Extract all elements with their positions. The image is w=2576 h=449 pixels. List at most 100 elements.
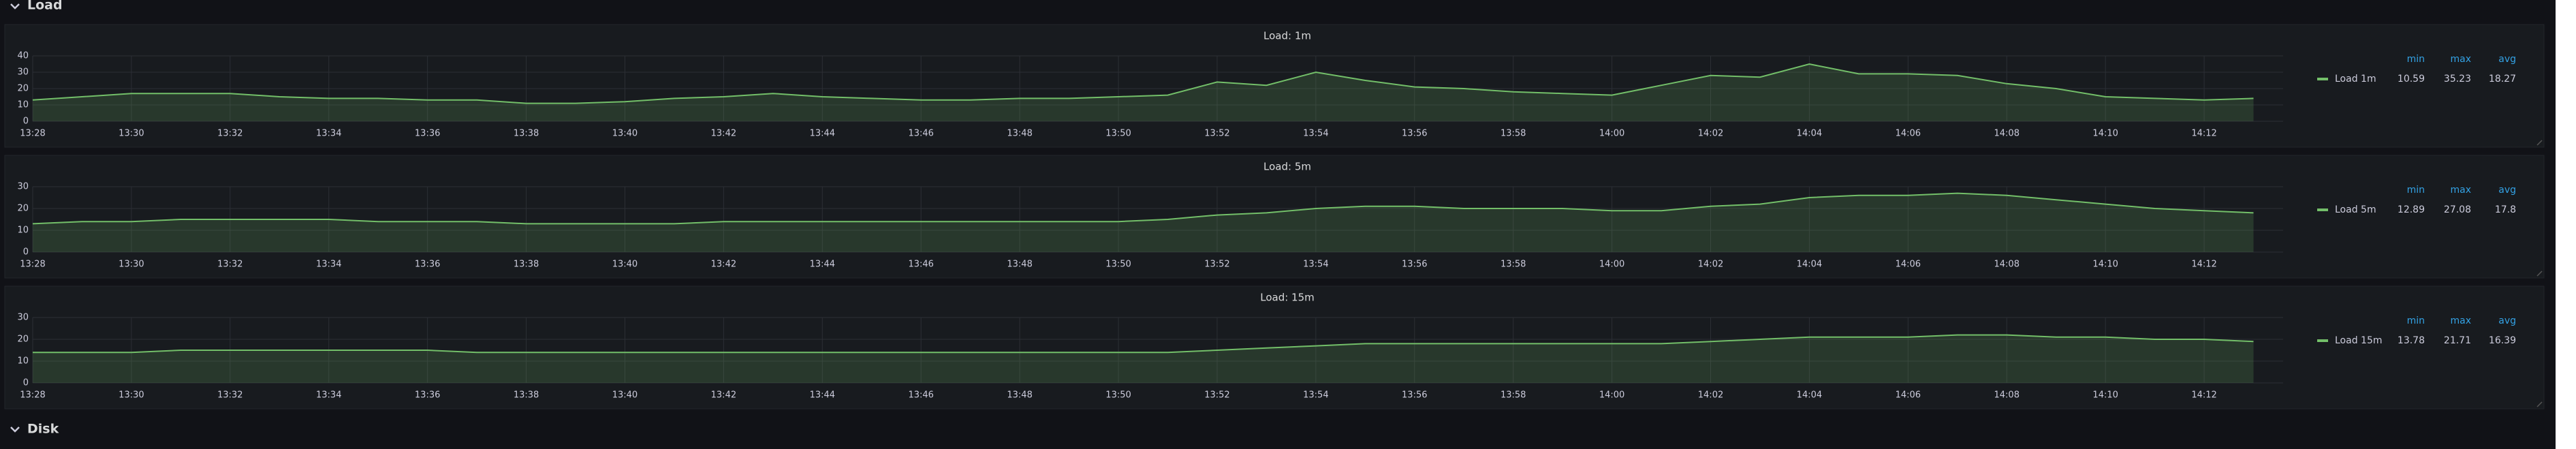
y-tick-label: 10 (17, 356, 29, 367)
row-chevron[interactable] (10, 3, 20, 10)
x-tick-label: 13:46 (908, 260, 933, 270)
panel[interactable] (4, 155, 2545, 279)
legend-column-header[interactable]: avg (2498, 185, 2516, 196)
x-tick-label: 13:30 (119, 390, 144, 401)
y-tick-label: 30 (17, 182, 29, 192)
resize-handle[interactable] (2536, 140, 2543, 146)
x-tick-label: 13:44 (810, 390, 835, 401)
x-tick-label: 13:38 (514, 390, 539, 401)
x-tick-label: 14:00 (1599, 260, 1624, 270)
x-tick-label: 14:08 (1994, 129, 2020, 139)
x-tick-label: 13:38 (514, 260, 539, 270)
x-tick-label: 14:12 (2191, 390, 2216, 401)
x-tick-label: 13:38 (514, 129, 539, 139)
legend-stat: 17.8 (2495, 204, 2516, 215)
x-tick-label: 13:32 (217, 129, 242, 139)
legend-stat: 27.08 (2444, 204, 2471, 215)
legend-label[interactable]: Load 5m (2335, 204, 2376, 215)
x-tick-label: 14:02 (1698, 260, 1723, 270)
legend-label[interactable]: Load 15m (2335, 335, 2383, 346)
x-tick-label: 14:12 (2191, 129, 2216, 139)
x-tick-label: 14:02 (1698, 390, 1723, 401)
y-tick-label: 30 (17, 313, 29, 323)
x-tick-label: 13:40 (612, 129, 638, 139)
x-tick-label: 13:44 (810, 129, 835, 139)
x-tick-label: 13:46 (908, 390, 933, 401)
x-tick-label: 14:06 (1896, 260, 1921, 270)
legend-column-header[interactable]: min (2407, 185, 2425, 196)
legend-column-header[interactable]: max (2450, 315, 2471, 326)
x-tick-label: 13:56 (1402, 390, 1427, 401)
legend-column-header[interactable]: min (2407, 315, 2425, 326)
row-title[interactable]: Load (27, 0, 63, 13)
x-tick-label: 14:10 (2092, 390, 2118, 401)
x-tick-label: 13:52 (1204, 390, 1229, 401)
x-tick-label: 14:08 (1994, 390, 2020, 401)
y-tick-label: 0 (23, 378, 29, 388)
legend-column-header[interactable]: max (2450, 54, 2471, 65)
x-tick-label: 14:00 (1599, 129, 1624, 139)
legend-label[interactable]: Load 1m (2335, 74, 2376, 84)
x-tick-label: 13:54 (1303, 260, 1328, 270)
x-tick-label: 13:28 (20, 129, 45, 139)
x-tick-label: 13:58 (1501, 390, 1526, 401)
x-tick-label: 13:54 (1303, 390, 1328, 401)
x-tick-label: 13:30 (119, 129, 144, 139)
x-tick-label: 13:32 (217, 260, 242, 270)
legend-column-header[interactable]: avg (2498, 315, 2516, 326)
x-tick-label: 13:40 (612, 390, 638, 401)
legend-stat: 12.89 (2398, 204, 2425, 215)
y-tick-label: 20 (17, 335, 29, 345)
x-tick-label: 13:34 (316, 260, 341, 270)
panel[interactable] (4, 24, 2545, 148)
resize-handle[interactable] (2536, 270, 2543, 277)
legend-column-header[interactable]: max (2450, 185, 2471, 196)
x-tick-label: 13:40 (612, 260, 638, 270)
x-tick-label: 14:10 (2092, 260, 2118, 270)
x-tick-label: 13:36 (415, 260, 440, 270)
series-line (32, 192, 2254, 225)
panel-title: Load: 15m (1260, 292, 1315, 304)
x-tick-label: 14:12 (2191, 260, 2216, 270)
series-line (32, 63, 2254, 104)
x-tick-label: 13:50 (1105, 129, 1131, 139)
row-title[interactable]: Disk (27, 422, 59, 437)
y-tick-label: 0 (23, 247, 29, 258)
x-tick-label: 14:04 (1797, 129, 1822, 139)
legend-column-header[interactable]: min (2407, 54, 2425, 65)
legend-stat: 21.71 (2444, 335, 2471, 346)
x-tick-label: 13:30 (119, 260, 144, 270)
legend-column-header[interactable]: avg (2498, 54, 2516, 65)
y-tick-label: 20 (17, 84, 29, 94)
x-tick-label: 13:36 (415, 390, 440, 401)
x-tick-label: 13:28 (20, 390, 45, 401)
series-area (33, 335, 2254, 383)
x-tick-label: 13:52 (1204, 260, 1229, 270)
panel-title: Load: 1m (1263, 30, 1311, 42)
x-tick-label: 13:44 (810, 260, 835, 270)
y-tick-label: 10 (17, 226, 29, 236)
x-tick-label: 13:56 (1402, 260, 1427, 270)
y-tick-label: 10 (17, 100, 29, 110)
legend-stat: 10.59 (2398, 74, 2425, 84)
x-tick-label: 13:42 (711, 260, 736, 270)
x-tick-label: 13:36 (415, 129, 440, 139)
y-tick-label: 20 (17, 204, 29, 214)
x-tick-label: 13:48 (1007, 390, 1032, 401)
x-tick-label: 13:34 (316, 390, 341, 401)
x-tick-label: 14:00 (1599, 390, 1624, 401)
x-tick-label: 14:06 (1896, 129, 1921, 139)
x-tick-label: 13:50 (1105, 260, 1131, 270)
row-chevron[interactable] (10, 427, 20, 433)
x-tick-label: 13:56 (1402, 129, 1427, 139)
resize-handle[interactable] (2536, 401, 2543, 407)
x-tick-label: 13:52 (1204, 129, 1229, 139)
y-tick-label: 30 (17, 67, 29, 78)
x-tick-label: 14:06 (1896, 390, 1921, 401)
x-tick-label: 13:42 (711, 129, 736, 139)
x-tick-label: 13:54 (1303, 129, 1328, 139)
panel-title: Load: 5m (1263, 161, 1311, 173)
y-tick-label: 0 (23, 117, 29, 127)
